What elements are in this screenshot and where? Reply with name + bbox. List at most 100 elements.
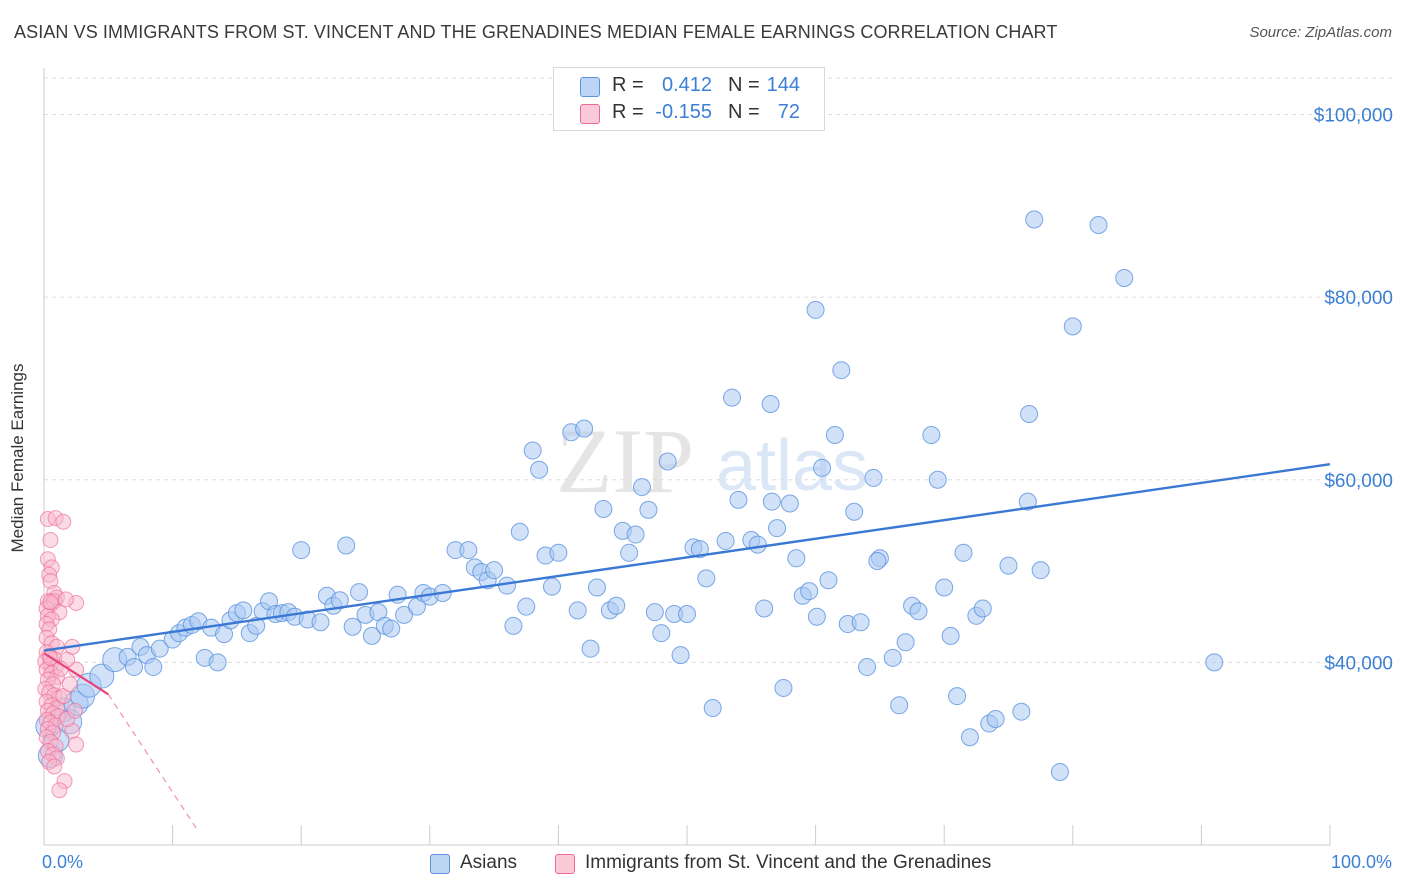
- asians-point: [632, 478, 651, 497]
- legend-swatch-stvincent: [555, 854, 575, 874]
- asians-point: [800, 582, 819, 601]
- asians-point: [575, 419, 594, 438]
- chart-title: ASIAN VS IMMIGRANTS FROM ST. VINCENT AND…: [14, 22, 1058, 42]
- asians-point: [973, 599, 992, 618]
- asians-point: [1115, 268, 1134, 287]
- asians-point: [954, 543, 973, 562]
- legend-swatch-asians: [580, 77, 600, 97]
- asians-point: [1063, 317, 1082, 336]
- asians-point: [755, 599, 774, 618]
- asians-point: [671, 646, 690, 665]
- asians-point: [523, 441, 542, 460]
- asians-point: [1089, 216, 1108, 235]
- asians-point: [639, 500, 658, 519]
- asians-point: [928, 470, 947, 489]
- asians-point: [909, 602, 928, 621]
- asians-point: [652, 624, 671, 643]
- asians-point: [208, 653, 227, 672]
- asians-point: [890, 696, 909, 715]
- asians-point: [395, 605, 414, 624]
- asians-point: [626, 525, 645, 544]
- asians-point: [851, 613, 870, 632]
- legend-r-value: -0.155: [655, 101, 712, 123]
- asians-point: [896, 633, 915, 652]
- trend-lines: [43, 463, 1331, 832]
- legend-n-value: 72: [777, 101, 800, 123]
- asians-point: [362, 626, 381, 645]
- correlation-legend: R = 0.412 N = 144 R = -0.155 N = 72: [553, 67, 825, 131]
- asians-point: [883, 648, 902, 667]
- asians-point: [459, 541, 478, 560]
- asians-point: [587, 578, 606, 597]
- asians-point: [723, 388, 742, 407]
- asians-point: [510, 522, 529, 541]
- stvincent-point: [46, 758, 63, 775]
- asians-point: [658, 452, 677, 471]
- legend-n-label: N =: [728, 74, 760, 96]
- asians-point: [678, 604, 696, 623]
- asians-point: [607, 596, 626, 615]
- stvincent-point: [51, 782, 68, 799]
- legend-swatch-asians: [430, 854, 450, 874]
- y-tick-label: $100,000: [1314, 106, 1393, 127]
- stvincent-point: [68, 736, 85, 753]
- asians-point: [350, 583, 369, 602]
- y-axis-label: Median Female Earnings: [8, 363, 27, 553]
- asians-point: [343, 617, 362, 636]
- asians-point: [761, 394, 780, 413]
- asians-point: [517, 597, 536, 616]
- asians-point: [807, 607, 826, 626]
- legend-row-asians: R = 0.412 N = 144: [554, 74, 824, 100]
- asians-point: [960, 728, 979, 747]
- series-legend: Asians Immigrants from St. Vincent and t…: [0, 851, 1406, 879]
- legend-r-label: R =: [612, 74, 644, 96]
- asians-point: [858, 657, 877, 676]
- asians-point: [1018, 492, 1037, 511]
- asians-point: [697, 569, 716, 588]
- stvincent-point: [55, 513, 72, 530]
- asians-point: [819, 571, 838, 590]
- asians-point: [337, 536, 356, 555]
- asians-point: [645, 603, 664, 622]
- stvincent-point: [57, 591, 74, 608]
- asians-point: [530, 460, 549, 479]
- legend-swatch-stvincent: [580, 104, 600, 124]
- asians-point: [703, 699, 722, 718]
- asians-point: [382, 619, 401, 638]
- stvincent-point: [42, 594, 59, 611]
- legend-n-label: N =: [728, 101, 760, 123]
- stvincent-trend-extension: [107, 694, 199, 832]
- asians-point: [922, 426, 941, 445]
- y-tick-label: $60,000: [1324, 471, 1393, 492]
- asians-point: [729, 490, 748, 509]
- legend-r-value: 0.412: [661, 74, 712, 96]
- asians-point: [581, 639, 600, 658]
- gridlines: [44, 77, 1395, 663]
- asians-point: [864, 468, 883, 487]
- asians-point: [948, 687, 967, 706]
- y-tick-label: $80,000: [1324, 288, 1393, 309]
- asians-point: [549, 543, 568, 562]
- legend-n-value: 144: [766, 74, 800, 96]
- asians-point: [311, 613, 330, 632]
- asians-point: [986, 709, 1005, 728]
- y-tick-labels: $100,000 $80,000 $60,000 $40,000: [1314, 106, 1393, 675]
- asians-point: [144, 657, 163, 676]
- stvincent-point: [61, 676, 78, 693]
- source-label: Source: ZipAtlas.com: [1249, 24, 1392, 41]
- legend-label-stvincent: Immigrants from St. Vincent and the Gren…: [585, 852, 992, 873]
- asians-point: [787, 549, 806, 568]
- asians-points: [35, 210, 1224, 781]
- stvincent-point: [66, 702, 83, 719]
- asians-point: [768, 519, 787, 538]
- asians-point: [150, 639, 169, 658]
- stvincent-point: [42, 532, 59, 549]
- asians-point: [813, 458, 832, 477]
- asians-point: [716, 531, 735, 550]
- asians-point: [594, 499, 613, 518]
- legend-row-stvincent: R = -0.155 N = 72: [554, 101, 824, 127]
- asians-point: [292, 541, 311, 560]
- asians-point: [825, 426, 844, 445]
- y-tick-label: $40,000: [1324, 653, 1393, 674]
